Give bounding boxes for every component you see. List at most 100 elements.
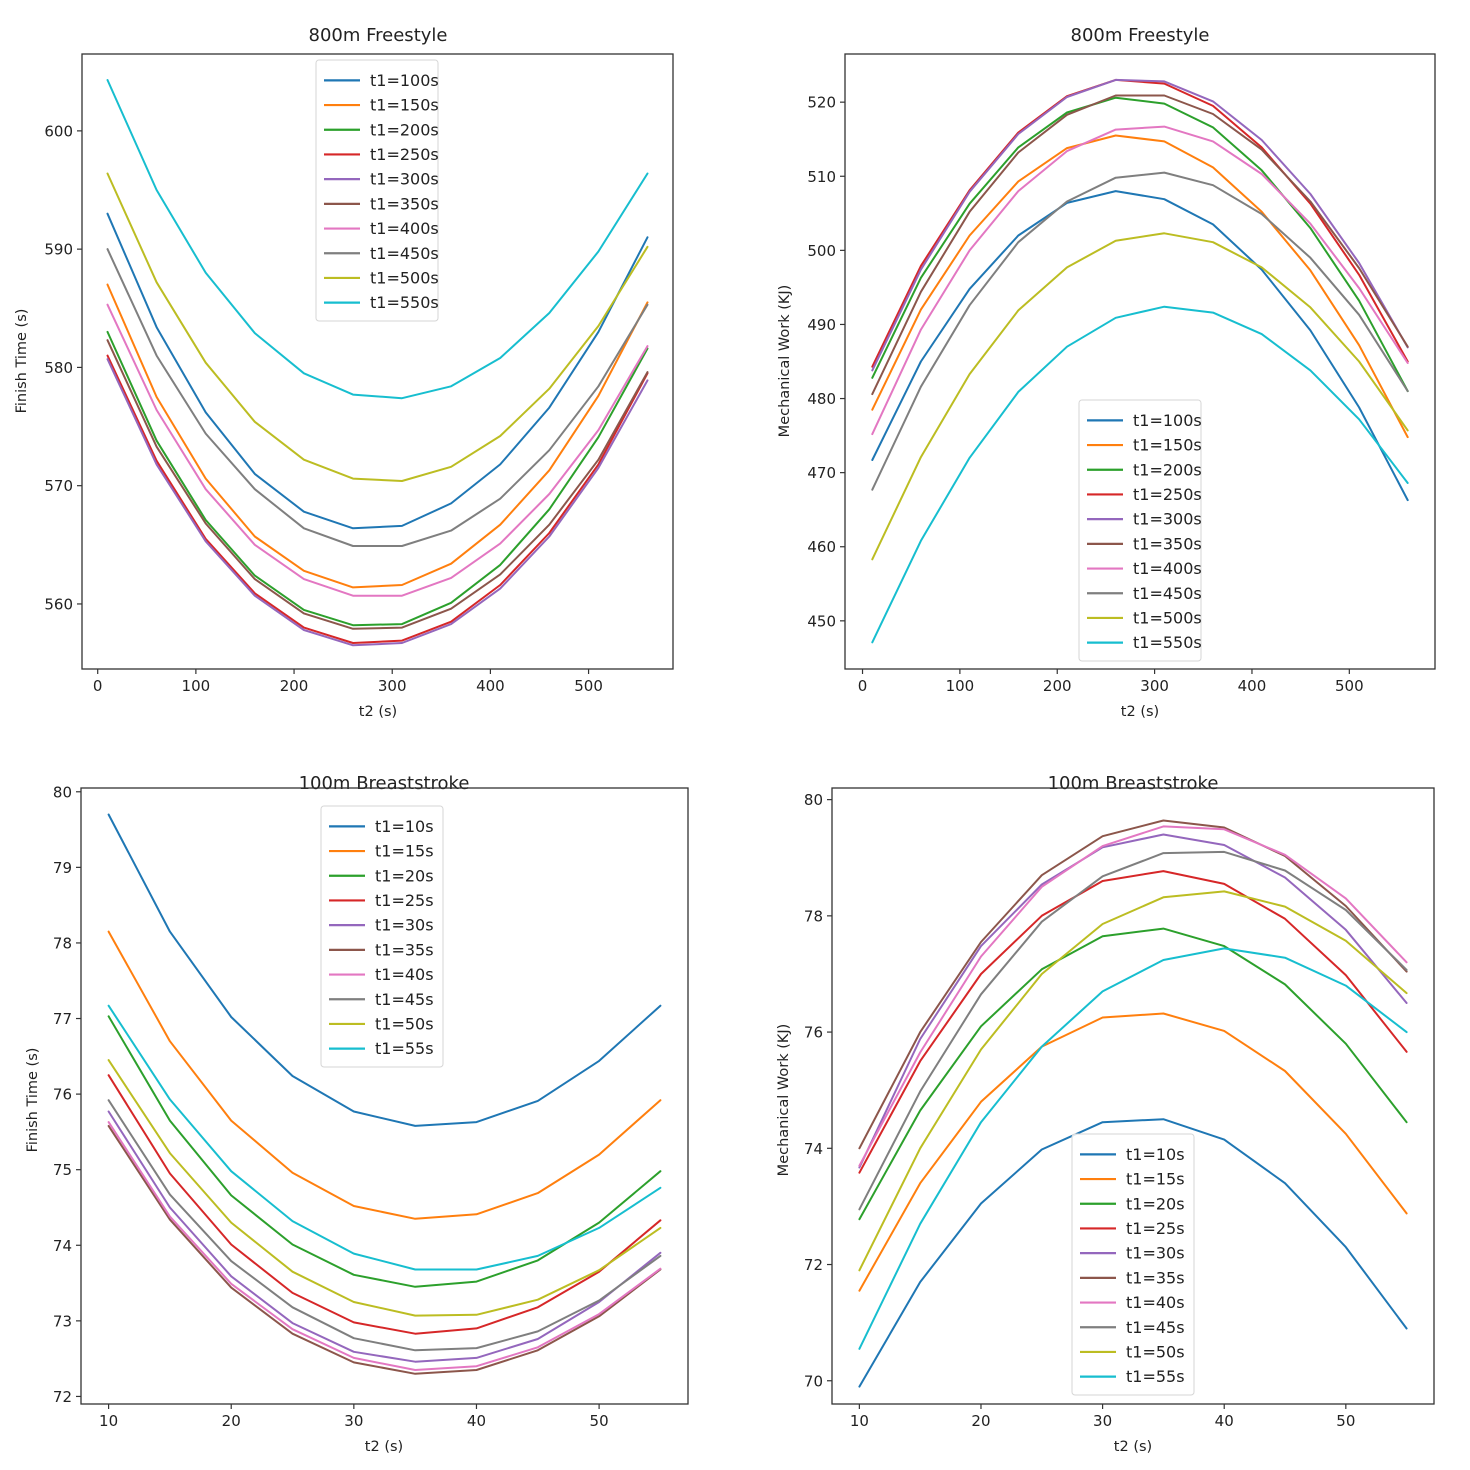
legend-item: t1=30s	[1080, 1244, 1185, 1263]
y-tick-label: 560	[44, 595, 73, 613]
y-tick-label: 510	[807, 168, 836, 186]
series-line-t1-450s	[871, 171, 1409, 491]
x-tick-label: 400	[476, 677, 505, 695]
legend-label: t1=45s	[1126, 1318, 1185, 1337]
plot-frame	[844, 53, 1436, 670]
legend-label: t1=500s	[1133, 608, 1202, 627]
series-line-t1-100s	[871, 190, 1409, 502]
y-tick-label: 480	[807, 390, 836, 408]
legend-label: t1=200s	[1133, 460, 1202, 479]
series-group	[871, 78, 1409, 644]
y-tick-label: 590	[44, 241, 73, 259]
series-line-t1-450s	[106, 248, 649, 547]
legend-item: t1=20s	[1080, 1194, 1185, 1213]
x-tick-label: 0	[93, 677, 103, 695]
y-tick-label: 78	[53, 934, 72, 952]
y-tick-label: 570	[44, 477, 73, 495]
series-line-t1-35s	[107, 1124, 662, 1375]
x-tick-label: 10	[850, 1412, 869, 1430]
legend-item: t1=20s	[329, 866, 434, 885]
y-tick-label: 75	[53, 1161, 72, 1179]
y-tick-label: 72	[53, 1388, 72, 1406]
legend-item: t1=450s	[1087, 584, 1202, 603]
plot-frame	[81, 53, 674, 670]
x-tick-label: 200	[280, 677, 309, 695]
x-axis-label: t2 (s)	[359, 704, 397, 720]
legend-item: t1=30s	[329, 916, 434, 935]
legend-item: t1=15s	[329, 842, 434, 861]
legend-label: t1=25s	[1126, 1219, 1185, 1238]
legend-item: t1=300s	[1087, 510, 1202, 529]
series-line-t1-15s	[107, 930, 662, 1220]
series-line-t1-300s	[871, 78, 1409, 372]
y-tick-label: 80	[53, 783, 72, 801]
legend-item: t1=10s	[1080, 1145, 1185, 1164]
x-tick-label: 40	[1215, 1412, 1234, 1430]
legend-item: t1=400s	[1087, 559, 1202, 578]
x-tick-label: 10	[99, 1412, 118, 1430]
legend: t1=100s t1=150s t1=200s t1=250s t1=300s t1=35…	[315, 59, 439, 322]
legend-label: t1=250s	[1133, 485, 1202, 504]
chart-freestyle-mechanical-work: 800m Freestyle t2 (s) Mechanical Work (K…	[777, 25, 1436, 720]
series-line-t1-55s	[858, 947, 1408, 1350]
series-line-t1-150s	[106, 283, 649, 589]
legend-label: t1=450s	[1133, 584, 1202, 603]
series-line-t1-400s	[871, 125, 1409, 436]
legend-item: t1=450s	[324, 244, 439, 263]
x-tick-label: 20	[971, 1412, 990, 1430]
legend-label: t1=400s	[1133, 559, 1202, 578]
legend-label: t1=100s	[370, 71, 439, 90]
y-tick-label: 460	[807, 538, 836, 556]
y-axis-label: Finish Time (s)	[25, 1048, 41, 1153]
series-line-t1-50s	[858, 890, 1408, 1272]
legend-label: t1=300s	[370, 170, 439, 189]
series-line-t1-150s	[871, 134, 1409, 439]
x-tick-label: 200	[1043, 677, 1072, 695]
legend-item: t1=35s	[329, 940, 434, 959]
x-axis-label: t2 (s)	[365, 1439, 403, 1455]
series-group	[107, 813, 662, 1375]
legend-label: t1=350s	[1133, 534, 1202, 553]
series-line-t1-300s	[106, 358, 649, 647]
legend-item: t1=25s	[1080, 1219, 1185, 1238]
legend-item: t1=500s	[324, 268, 439, 287]
legend-box	[1071, 1133, 1195, 1396]
series-line-t1-40s	[858, 825, 1408, 1167]
x-tick-label: 30	[1093, 1412, 1112, 1430]
legend-item: t1=55s	[1080, 1367, 1185, 1386]
y-tick-label: 490	[807, 316, 836, 334]
plot-frame	[831, 787, 1435, 1405]
legend-label: t1=15s	[375, 842, 434, 861]
y-tick-label: 80	[804, 791, 823, 809]
legend-label: t1=250s	[370, 145, 439, 164]
legend-item: t1=150s	[324, 96, 439, 115]
y-tick-label: 74	[804, 1140, 823, 1158]
x-tick-label: 400	[1238, 677, 1267, 695]
chart-breaststroke-finish-time: 100m Breaststroke t2 (s) Finish Time (s)…	[25, 773, 689, 1455]
legend: t1=10s t1=15s t1=20s t1=25s t1=30s t1=35s t1=4…	[320, 805, 444, 1068]
legend-label: t1=45s	[375, 990, 434, 1009]
legend-item: t1=50s	[1080, 1342, 1185, 1361]
y-tick-label: 580	[44, 359, 73, 377]
legend-item: t1=45s	[329, 990, 434, 1009]
legend-item: t1=200s	[324, 120, 439, 139]
legend-label: t1=55s	[1126, 1367, 1185, 1386]
y-axis-label: Mechanical Work (KJ)	[777, 285, 793, 438]
x-tick-label: 0	[858, 677, 868, 695]
legend-label: t1=40s	[1126, 1293, 1185, 1312]
chart-title: 800m Freestyle	[1071, 25, 1210, 46]
legend-label: t1=40s	[375, 965, 434, 984]
legend-item: t1=500s	[1087, 608, 1202, 627]
legend-label: t1=25s	[375, 891, 434, 910]
legend-label: t1=15s	[1126, 1170, 1185, 1189]
legend-label: t1=300s	[1133, 510, 1202, 529]
y-tick-label: 76	[53, 1086, 72, 1104]
y-tick-label: 70	[804, 1372, 823, 1390]
y-tick-label: 470	[807, 464, 836, 482]
series-line-t1-200s	[871, 96, 1409, 393]
legend-item: t1=350s	[1087, 534, 1202, 553]
series-line-t1-550s	[106, 79, 649, 400]
series-line-t1-25s	[107, 1074, 662, 1335]
x-tick-label: 20	[222, 1412, 241, 1430]
legend-item: t1=550s	[1087, 633, 1202, 652]
